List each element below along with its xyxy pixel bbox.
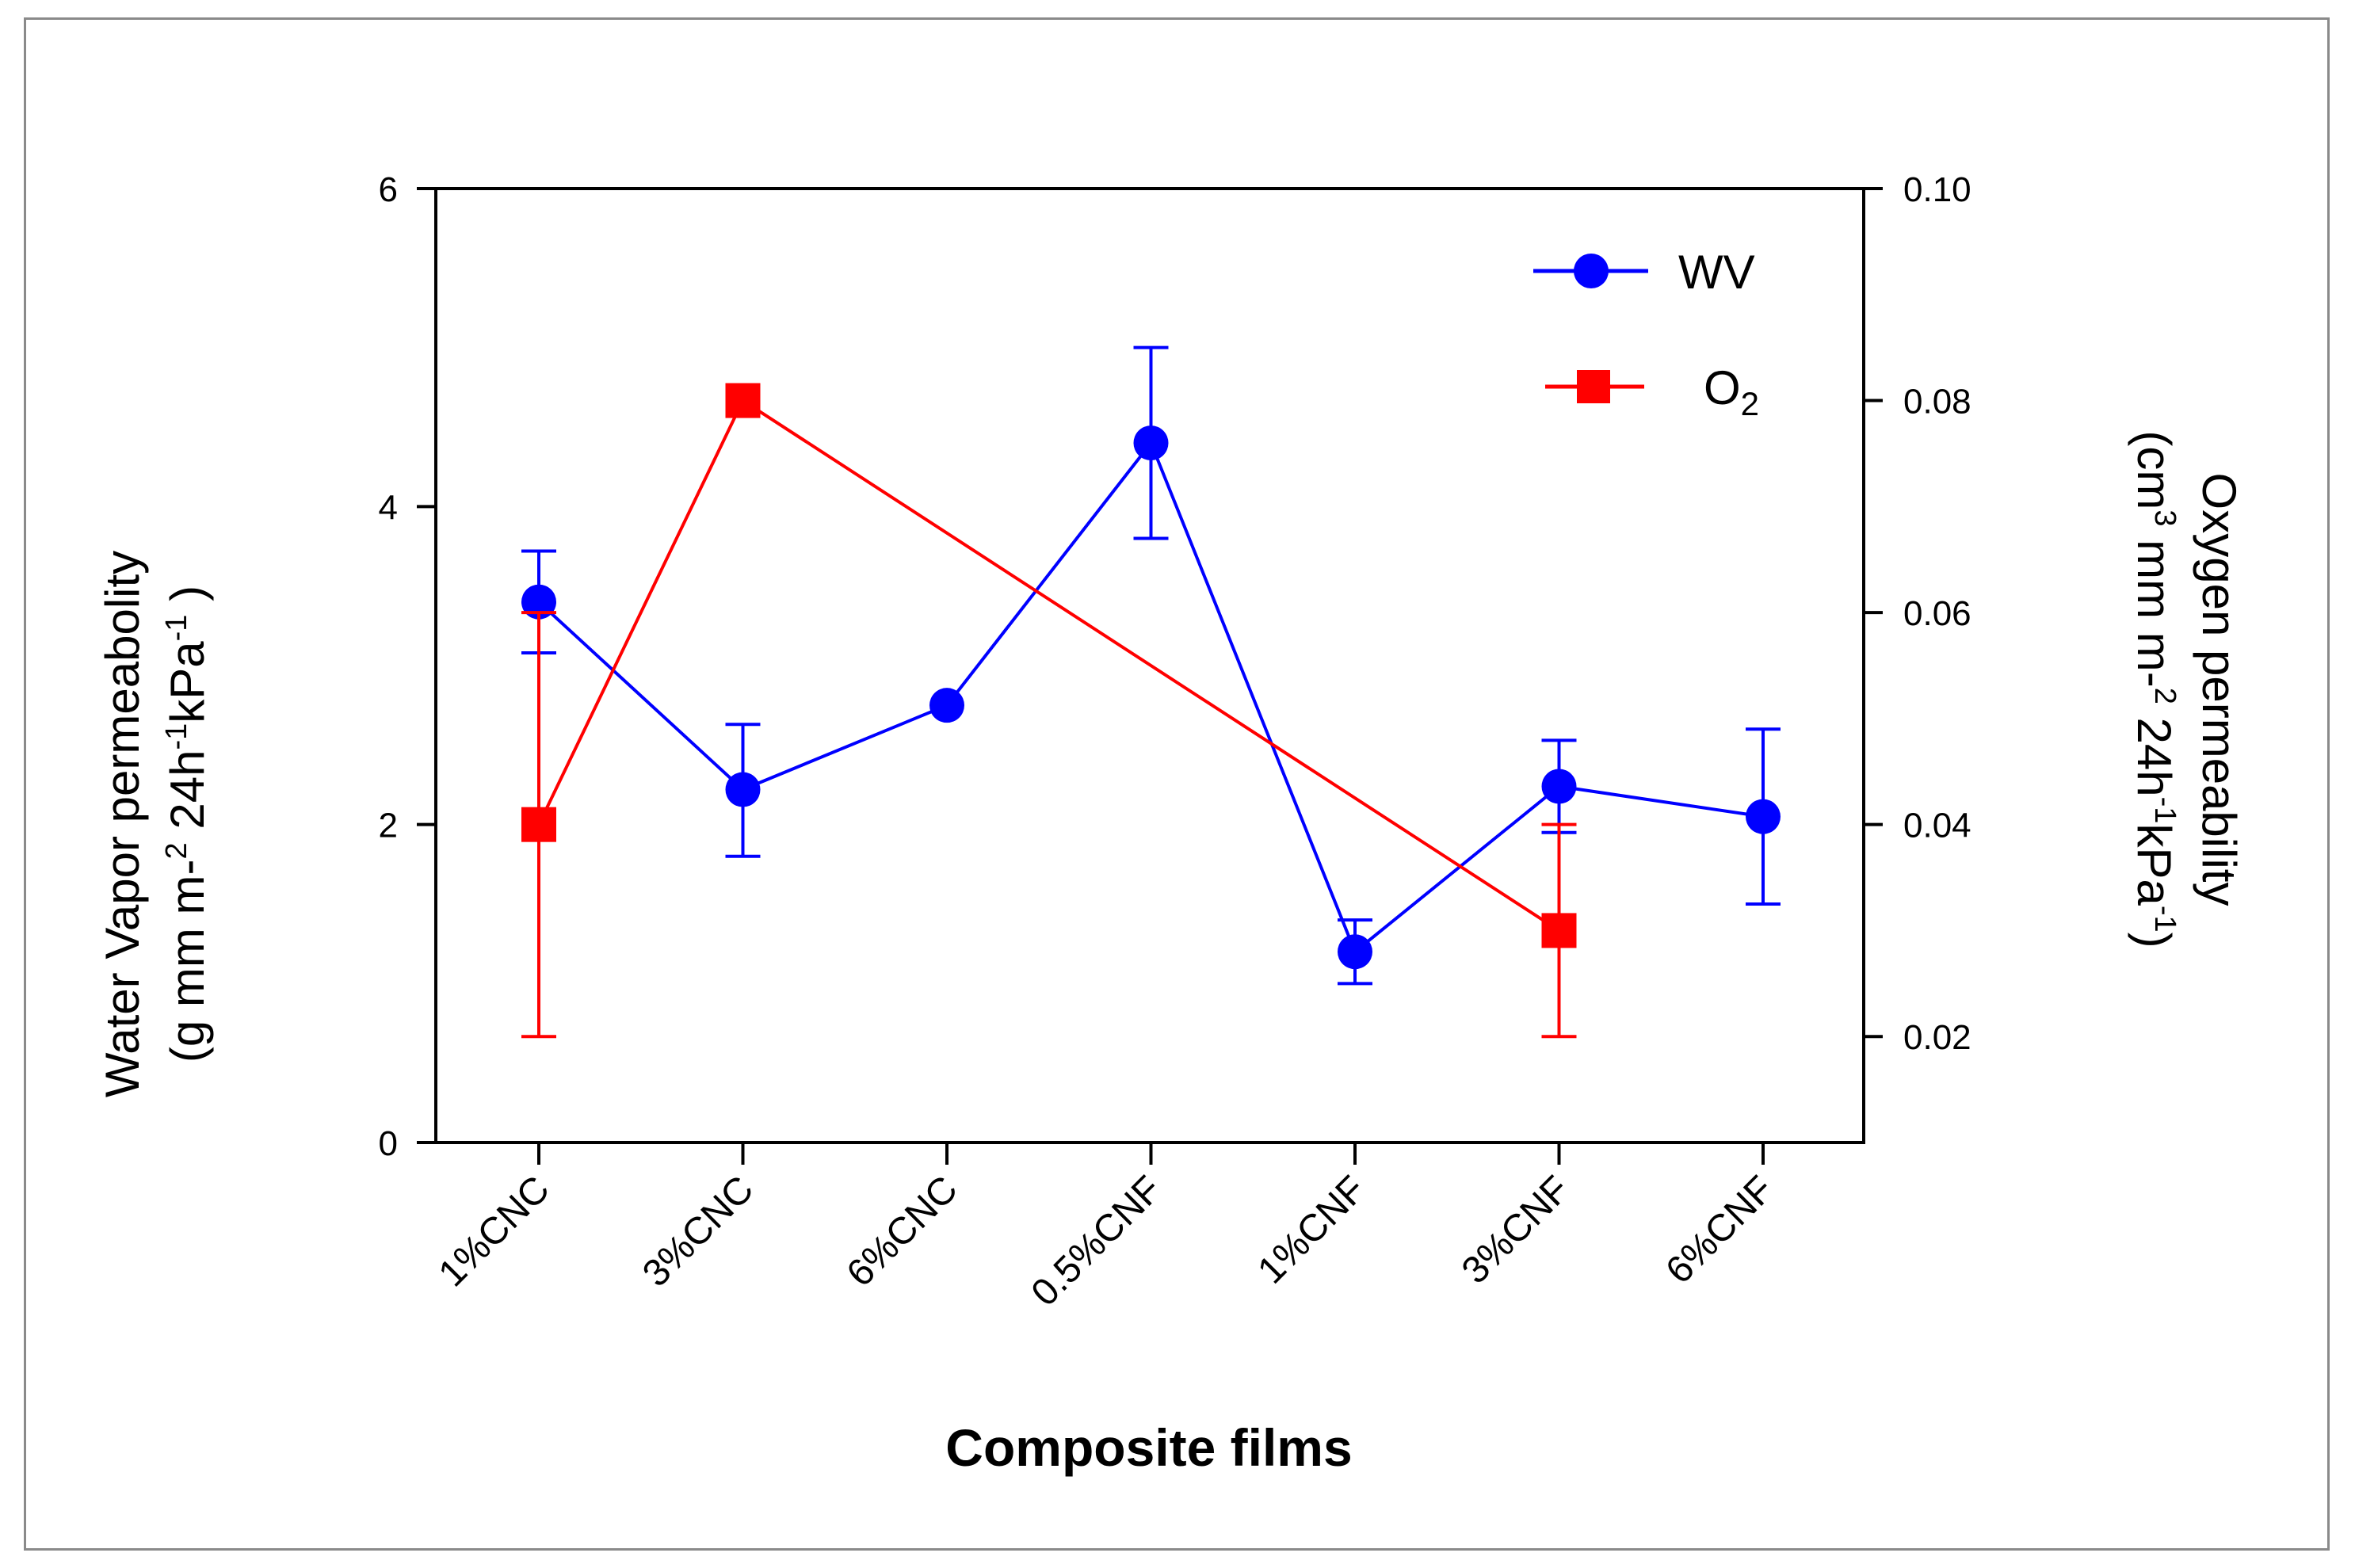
y-axis-right-title: Oxygen permeability (cm3 mm m-2 24h-1kPa…: [2128, 430, 2246, 948]
x-tick-label: 3%CNC: [635, 1168, 761, 1295]
x-tick-label: 3%CNF: [1454, 1168, 1578, 1291]
y-axis-left-title-line1: Water Vapor permeabolity: [96, 551, 149, 1097]
data-point-o2: [725, 383, 761, 418]
data-point-o2: [1541, 913, 1577, 948]
data-point-o2: [521, 807, 556, 842]
figure-frame: [24, 17, 2330, 1551]
y-left-tick-label: 6: [379, 170, 398, 209]
data-point-wv: [1541, 769, 1577, 804]
x-tick-label: 1%CNC: [431, 1168, 558, 1295]
y-right-tick-label: 0.04: [1903, 807, 1971, 845]
x-tick-label: 6%CNF: [1658, 1168, 1781, 1291]
y-axis-right-title-line2: (cm3 mm m-2 24h-1kPa-1): [2128, 430, 2181, 948]
x-axis-title: Composite films: [945, 1418, 1352, 1477]
legend-o2-marker: [1577, 370, 1610, 403]
legend: WV O2: [1533, 246, 1759, 422]
data-point-wv: [1338, 934, 1372, 970]
data-point-wv: [521, 584, 556, 620]
y-left-tick-label: 0: [379, 1124, 398, 1163]
y-right-tick-label: 0.10: [1903, 170, 1971, 209]
y-left-tick-label: 2: [379, 807, 398, 845]
x-tick-label: 6%CNC: [839, 1168, 966, 1295]
y-left-tick-label: 4: [379, 488, 398, 527]
y-axis-left-title-line2: (g mm m-2 24h-1kPa-1 ): [160, 586, 214, 1063]
y-right-tick-label: 0.08: [1903, 383, 1971, 422]
legend-wv-label: WV: [1678, 246, 1755, 299]
y-right-tick-label: 0.02: [1903, 1018, 1971, 1057]
y-axis-left-title: Water Vapor permeabolity (g mm m-2 24h-1…: [96, 551, 214, 1097]
data-point-wv: [929, 688, 964, 723]
y-right-tick-label: 0.06: [1903, 594, 1971, 633]
data-point-wv: [725, 772, 761, 807]
legend-o2-label: O2: [1704, 361, 1759, 422]
data-point-wv: [1133, 425, 1169, 461]
series-o2-line: [537, 398, 1560, 933]
plot-area: 0 2 4 6 0.02 0.04 0.06 0.08 0.10 1%CNC 3%CNC 6%CNC 0…: [379, 170, 1971, 1314]
legend-wv-marker: [1574, 254, 1609, 288]
x-tick-label: 0.5%CNF: [1024, 1168, 1170, 1314]
y-axis-right-title-line1: Oxygen permeability: [2193, 473, 2246, 906]
data-point-wv: [1746, 799, 1781, 834]
x-tick-label: 1%CNF: [1250, 1168, 1373, 1291]
